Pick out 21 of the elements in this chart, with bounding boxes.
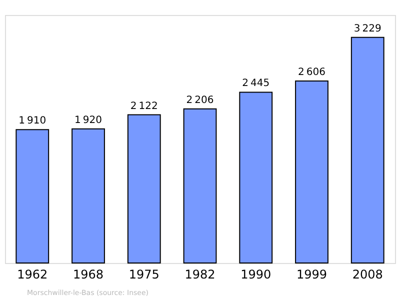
data-label: 2 606 [298,66,326,78]
data-label: 2 206 [186,94,214,106]
x-tick-label: 1962 [17,268,48,282]
x-tick-label: 1999 [296,268,328,282]
bar [16,129,50,264]
data-label: 2 122 [130,100,158,112]
bar [72,128,105,264]
bar [295,80,328,264]
data-label: 3 229 [354,23,382,34]
x-tick-label: 1968 [72,268,104,282]
x-tick-label: 1982 [184,268,216,282]
data-label: 2 445 [242,78,270,90]
x-tick-label: 1975 [128,268,160,282]
data-label: 1 910 [18,116,46,127]
x-tick-label: 1990 [240,268,272,282]
bar [183,108,217,264]
bar [127,114,161,264]
bar [239,92,273,264]
x-tick-label: 2008 [352,268,383,282]
bar [350,36,384,264]
data-label: 1 920 [74,114,102,126]
